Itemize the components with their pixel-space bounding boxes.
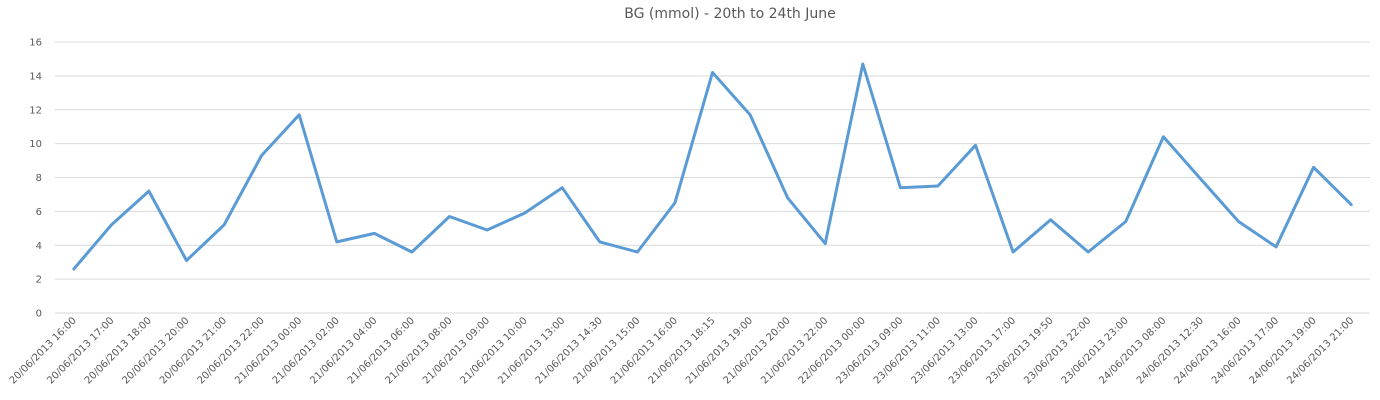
x-tick-label: 23/06/2013 23:00 bbox=[1060, 315, 1131, 386]
x-tick-label: 21/06/2013 02:00 bbox=[271, 315, 342, 386]
x-tick-label: 20/06/2013 22:00 bbox=[196, 315, 267, 386]
series-bg bbox=[72, 62, 1353, 271]
x-tick-label: 21/06/2013 08:00 bbox=[383, 315, 454, 386]
x-tick-label: 20/06/2013 20:00 bbox=[120, 315, 191, 386]
x-tick-label: 22/06/2013 00:00 bbox=[797, 315, 868, 386]
x-tick-label: 20/06/2013 18:00 bbox=[83, 315, 154, 386]
x-tick-label: 24/06/2013 08:00 bbox=[1097, 315, 1168, 386]
chart-title: BG (mmol) - 20th to 24th June bbox=[624, 6, 836, 22]
x-tick-label: 21/06/2013 09:00 bbox=[421, 315, 492, 386]
y-tick-label: 10 bbox=[29, 139, 42, 150]
x-tick-label: 23/06/2013 19:50 bbox=[985, 315, 1056, 386]
x-tick-label: 21/06/2013 22:00 bbox=[759, 315, 830, 386]
x-tick-label: 24/06/2013 19:00 bbox=[1248, 315, 1319, 386]
x-tick-label: 21/06/2013 16:00 bbox=[609, 315, 680, 386]
x-tick-label: 21/06/2013 04:00 bbox=[308, 315, 379, 386]
y-tick-label: 16 bbox=[29, 38, 42, 49]
x-tick-label: 20/06/2013 21:00 bbox=[158, 315, 229, 386]
y-axis-ticks: 0 2 4 6 8 10 12 14 16 bbox=[29, 38, 42, 320]
x-tick-label: 21/06/2013 13:00 bbox=[496, 315, 567, 386]
x-tick-label: 23/06/2013 22:00 bbox=[1022, 315, 1093, 386]
x-tick-label: 21/06/2013 06:00 bbox=[346, 315, 417, 386]
x-tick-label: 20/06/2013 16:00 bbox=[8, 315, 79, 386]
x-tick-label: 24/06/2013 21:00 bbox=[1285, 315, 1356, 386]
series-line bbox=[72, 62, 1353, 271]
x-tick-label: 24/06/2013 12:30 bbox=[1135, 315, 1206, 386]
y-tick-label: 0 bbox=[36, 309, 42, 320]
x-tick-label: 24/06/2013 16:00 bbox=[1172, 315, 1243, 386]
x-tick-label: 23/06/2013 13:00 bbox=[909, 315, 980, 386]
x-tick-label: 24/06/2013 17:00 bbox=[1210, 315, 1281, 386]
gridlines bbox=[55, 41, 1370, 314]
y-tick-label: 6 bbox=[36, 207, 42, 218]
x-tick-label: 23/06/2013 09:00 bbox=[834, 315, 905, 386]
y-tick-label: 12 bbox=[29, 105, 42, 116]
y-tick-label: 14 bbox=[29, 71, 42, 82]
y-tick-label: 8 bbox=[36, 173, 42, 184]
x-tick-label: 20/06/2013 17:00 bbox=[45, 315, 116, 386]
x-tick-label: 23/06/2013 17:00 bbox=[947, 315, 1018, 386]
x-tick-label: 21/06/2013 10:00 bbox=[459, 315, 530, 386]
x-tick-label: 21/06/2013 15:00 bbox=[571, 315, 642, 386]
x-tick-label: 21/06/2013 00:00 bbox=[233, 315, 304, 386]
x-tick-label: 21/06/2013 20:00 bbox=[722, 315, 793, 386]
x-tick-label: 21/06/2013 14:30 bbox=[534, 315, 605, 386]
x-tick-label: 23/06/2013 11:00 bbox=[872, 315, 943, 386]
y-tick-label: 4 bbox=[36, 241, 42, 252]
y-tick-label: 2 bbox=[36, 275, 42, 286]
x-tick-label: 21/06/2013 18:15 bbox=[646, 315, 717, 386]
x-tick-label: 21/06/2013 19:00 bbox=[684, 315, 755, 386]
